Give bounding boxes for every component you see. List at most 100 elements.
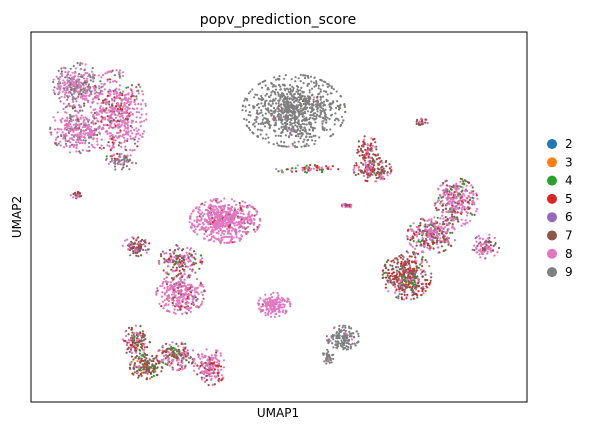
point-class-8 [64,70,67,74]
point-class-9 [55,144,59,147]
point-class-9 [272,143,275,146]
point-class-4 [167,273,170,276]
point-class-8 [59,76,62,79]
point-class-7 [414,256,417,259]
point-class-5 [121,108,124,111]
point-class-9 [309,123,313,126]
point-class-7 [411,285,414,289]
point-class-4 [436,216,439,219]
point-class-8 [113,108,117,111]
point-class-8 [72,130,75,133]
point-class-9 [291,90,294,93]
point-class-9 [78,109,82,112]
point-class-7 [452,196,455,199]
point-class-7 [122,166,125,169]
point-class-7 [401,283,404,287]
point-class-7 [169,248,172,252]
point-class-8 [204,201,207,204]
point-class-9 [330,107,333,110]
point-class-9 [253,125,256,128]
point-class-8 [75,99,78,103]
point-class-8 [275,168,278,171]
point-class-8 [111,144,115,148]
point-class-4 [417,239,420,243]
point-class-7 [448,190,451,193]
point-class-8 [117,109,121,112]
point-class-9 [283,104,286,107]
point-class-8 [277,294,280,297]
point-class-7 [410,288,413,292]
point-class-8 [211,228,214,232]
point-class-9 [255,118,258,121]
point-class-7 [140,343,143,346]
point-class-8 [79,128,83,131]
point-class-8 [161,282,164,285]
point-class-9 [71,105,74,108]
point-class-9 [308,100,311,103]
point-class-8 [165,276,168,279]
point-class-9 [330,85,333,88]
point-class-8 [92,123,95,126]
point-class-9 [299,123,302,127]
cluster-8 [415,117,429,127]
point-class-8 [66,79,69,82]
point-class-8 [107,91,110,95]
point-class-9 [327,83,330,86]
point-class-9 [299,110,302,113]
point-class-7 [309,163,312,167]
point-class-7 [407,260,410,264]
point-class-9 [287,136,290,139]
point-class-7 [397,286,400,289]
cluster-12 [157,244,204,279]
point-class-8 [90,111,93,114]
point-class-9 [125,165,128,168]
point-class-9 [301,119,304,122]
point-class-9 [318,136,321,139]
point-class-8 [122,74,125,77]
point-class-9 [257,106,260,109]
point-class-8 [104,118,107,121]
point-class-8 [426,261,429,264]
cluster-4 [241,73,347,149]
point-class-5 [160,305,163,308]
point-class-9 [306,139,309,142]
point-class-8 [395,271,398,274]
point-class-5 [139,245,143,248]
point-class-7 [401,258,405,261]
point-class-7 [70,88,73,91]
point-class-5 [370,142,373,145]
point-class-9 [310,80,313,83]
point-class-8 [112,139,115,142]
point-class-7 [434,236,437,239]
point-class-8 [96,143,99,146]
point-class-8 [230,241,233,244]
point-class-8 [163,299,166,302]
point-class-7 [372,159,375,163]
point-class-8 [262,309,265,312]
point-class-9 [314,103,317,106]
point-class-5 [409,238,412,242]
point-class-5 [148,242,151,245]
point-class-8 [136,130,139,133]
point-class-8 [203,212,206,215]
point-class-8 [210,214,213,217]
point-class-8 [64,132,67,135]
point-class-8 [114,120,117,123]
point-class-8 [126,114,129,118]
point-class-8 [108,145,111,148]
point-class-8 [183,270,186,273]
point-class-8 [106,130,109,133]
point-class-5 [406,293,409,296]
point-class-9 [290,106,293,109]
point-class-8 [176,309,179,312]
point-class-5 [146,346,149,349]
point-class-7 [432,233,435,236]
point-class-9 [303,106,307,109]
point-class-7 [419,222,422,225]
point-class-9 [114,162,117,165]
point-class-4 [397,295,400,298]
point-class-8 [86,132,89,135]
point-class-9 [260,102,263,105]
point-class-8 [198,219,201,222]
point-class-8 [473,244,476,247]
